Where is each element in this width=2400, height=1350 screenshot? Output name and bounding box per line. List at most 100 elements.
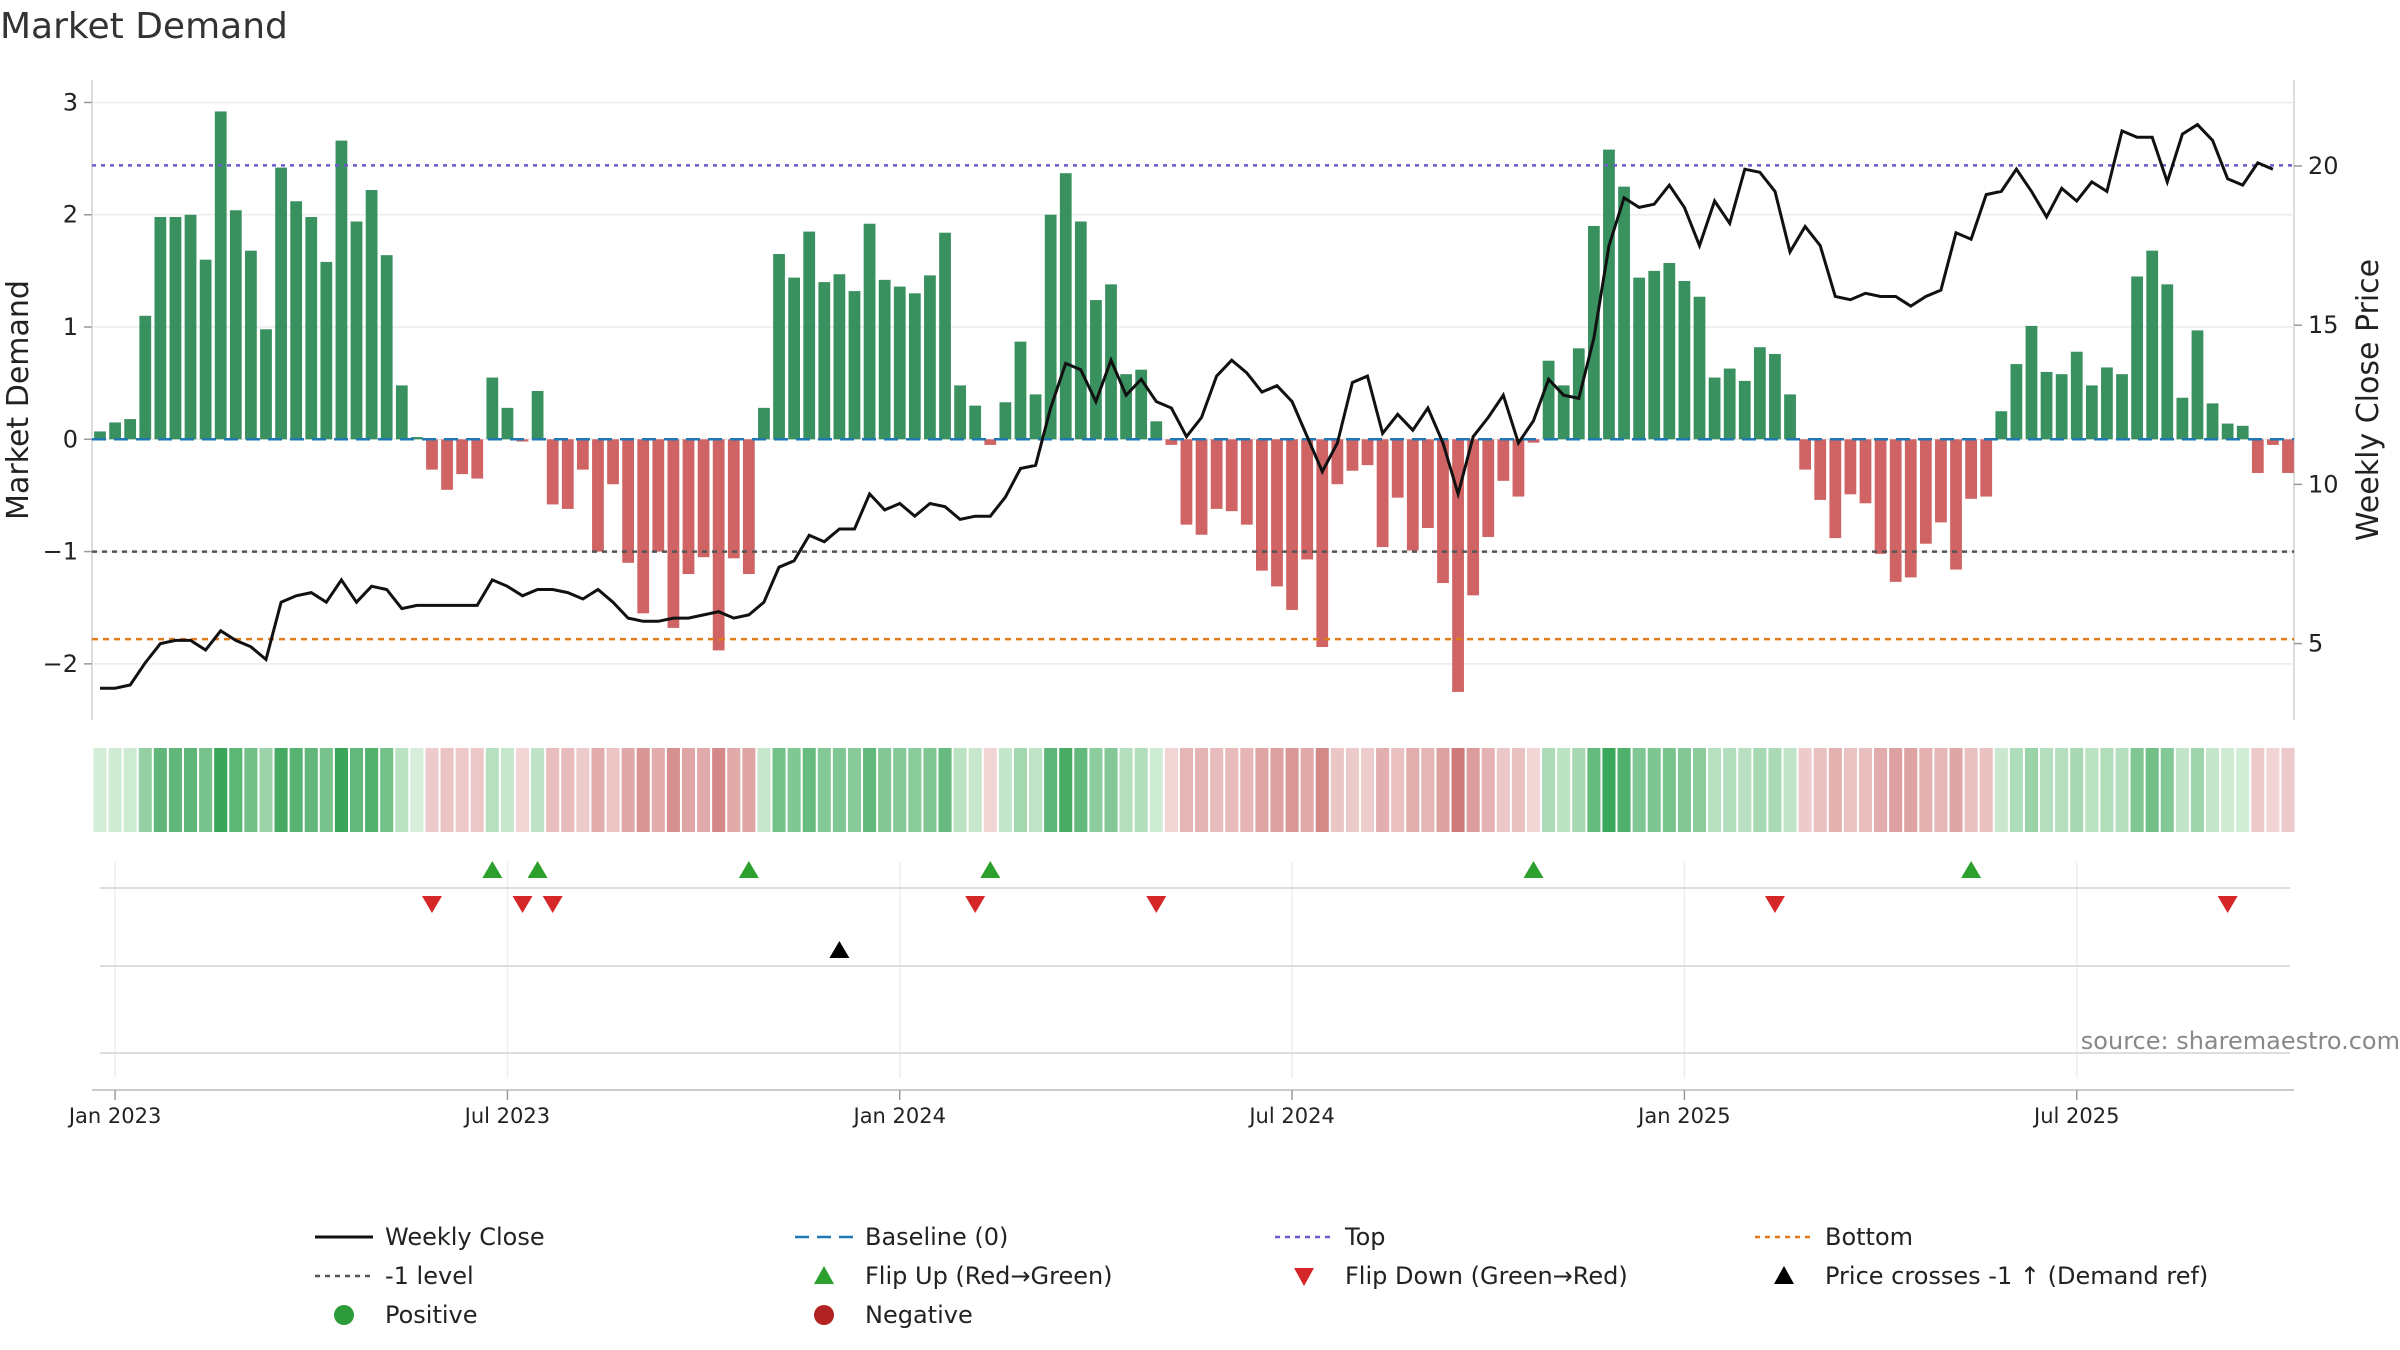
heat-cell bbox=[908, 748, 922, 832]
positive-bar bbox=[335, 140, 348, 440]
heat-cell bbox=[1315, 748, 1329, 832]
heat-cell bbox=[1179, 748, 1193, 832]
heat-cell bbox=[1391, 748, 1405, 832]
positive-bar bbox=[501, 407, 514, 440]
x-axis-ticks: Jan 2023 Jul 2023 Jan 2024 Jul 2024 Jan 2025… bbox=[67, 1090, 2119, 1128]
heat-cell bbox=[485, 748, 499, 832]
flip-down-marker bbox=[421, 896, 442, 913]
negative-bar bbox=[622, 439, 635, 563]
heat-cell bbox=[410, 748, 424, 832]
negative-bar bbox=[2267, 439, 2279, 445]
negative-bar bbox=[697, 439, 710, 558]
heat-cell bbox=[666, 748, 680, 832]
x-tick-label: Jul 2024 bbox=[1247, 1104, 1334, 1128]
positive-bar bbox=[2070, 351, 2083, 440]
heat-cell bbox=[832, 748, 846, 832]
negative-bar bbox=[1286, 439, 1298, 610]
positive-bar bbox=[229, 210, 242, 440]
heat-cell bbox=[1044, 748, 1058, 832]
negative-bar bbox=[652, 439, 665, 552]
negative-bar bbox=[1256, 439, 1268, 571]
negative-bar bbox=[1210, 439, 1223, 509]
heat-cell bbox=[1964, 748, 1978, 832]
positive-bar bbox=[1557, 385, 1570, 440]
positive-bar bbox=[365, 190, 378, 440]
heat-cell bbox=[576, 748, 590, 832]
heat-cell bbox=[1345, 748, 1359, 832]
negative-bar bbox=[1980, 439, 1993, 497]
positive-bar bbox=[1029, 394, 1042, 440]
heat-cell bbox=[2085, 748, 2099, 832]
positive-bar bbox=[305, 216, 318, 440]
positive-bar bbox=[908, 293, 921, 440]
positive-bar bbox=[199, 259, 212, 440]
negative-bar bbox=[1165, 439, 1178, 445]
negative-bar bbox=[441, 439, 453, 490]
heat-cell bbox=[289, 748, 303, 832]
negative-bar bbox=[1331, 439, 1344, 485]
positive-bar bbox=[395, 385, 408, 440]
heat-cell bbox=[1225, 748, 1239, 832]
positive-bar bbox=[999, 402, 1012, 440]
y2-axis-label: Weekly Close Price bbox=[2351, 259, 2386, 541]
heat-cell bbox=[1195, 748, 1209, 832]
heat-cell bbox=[727, 748, 741, 832]
heat-cell bbox=[1708, 748, 1722, 832]
legend-label: -1 level bbox=[385, 1262, 474, 1290]
legend: Weekly Close Baseline (0) Top Bottom -1 leve… bbox=[315, 1223, 2208, 1329]
heat-cell bbox=[1949, 748, 1963, 832]
heat-cell bbox=[1904, 748, 1918, 832]
heat-cell bbox=[168, 748, 182, 832]
heat-cell bbox=[893, 748, 907, 832]
flip-up-marker bbox=[738, 861, 759, 878]
y-tick-label: 1 bbox=[63, 313, 78, 341]
heat-cell bbox=[1526, 748, 1541, 832]
positive-bar bbox=[1618, 186, 1630, 440]
heat-cell bbox=[2175, 748, 2189, 832]
negative-bar bbox=[1271, 439, 1283, 587]
x-tick-label: Jan 2025 bbox=[1636, 1104, 1731, 1128]
positive-bar bbox=[1708, 377, 1721, 440]
heat-cell bbox=[636, 748, 650, 832]
positive-bar bbox=[2206, 403, 2219, 440]
heat-cell bbox=[953, 748, 967, 832]
heat-cell bbox=[1074, 748, 1088, 832]
heat-cell bbox=[1511, 748, 1525, 832]
negative-bar bbox=[1406, 439, 1419, 551]
positive-bar bbox=[1074, 221, 1087, 440]
negative-bar bbox=[2251, 439, 2264, 473]
heat-cell bbox=[1858, 748, 1873, 832]
heat-cell bbox=[1783, 748, 1797, 832]
heat-cell bbox=[1059, 748, 1073, 832]
positive-bar bbox=[924, 275, 936, 440]
heat-cell bbox=[606, 748, 620, 832]
heat-cell bbox=[531, 748, 545, 832]
heat-cell bbox=[2040, 748, 2054, 832]
negative-bar bbox=[1799, 439, 1812, 470]
heat-cell bbox=[2206, 748, 2220, 832]
heat-cell bbox=[1406, 748, 1420, 832]
flip-down-marker bbox=[2217, 896, 2238, 913]
positive-bar bbox=[1769, 353, 1781, 440]
negative-bar bbox=[1391, 439, 1404, 498]
negative-bar bbox=[456, 439, 469, 475]
positive-bar bbox=[758, 407, 770, 440]
positive-bar bbox=[788, 277, 801, 440]
heat-cell bbox=[304, 748, 318, 832]
heat-cell bbox=[878, 748, 892, 832]
x-tick-label: Jul 2023 bbox=[463, 1104, 550, 1128]
heat-cell bbox=[1360, 748, 1375, 832]
heat-cell bbox=[863, 748, 877, 832]
legend-label: Price crosses -1 ↑ (Demand ref) bbox=[1825, 1262, 2208, 1290]
positive-bar bbox=[803, 231, 816, 440]
positive-bar bbox=[1633, 277, 1646, 440]
negative-bar bbox=[727, 439, 740, 559]
negative-bar bbox=[592, 439, 604, 552]
positive-bar bbox=[833, 274, 846, 440]
heat-cell bbox=[772, 748, 786, 832]
heat-cell bbox=[1300, 748, 1314, 832]
legend-swatch-triangle-up bbox=[814, 1266, 834, 1284]
heat-cell bbox=[983, 748, 997, 832]
positive-bar bbox=[1603, 149, 1615, 440]
negative-bar bbox=[984, 439, 997, 445]
